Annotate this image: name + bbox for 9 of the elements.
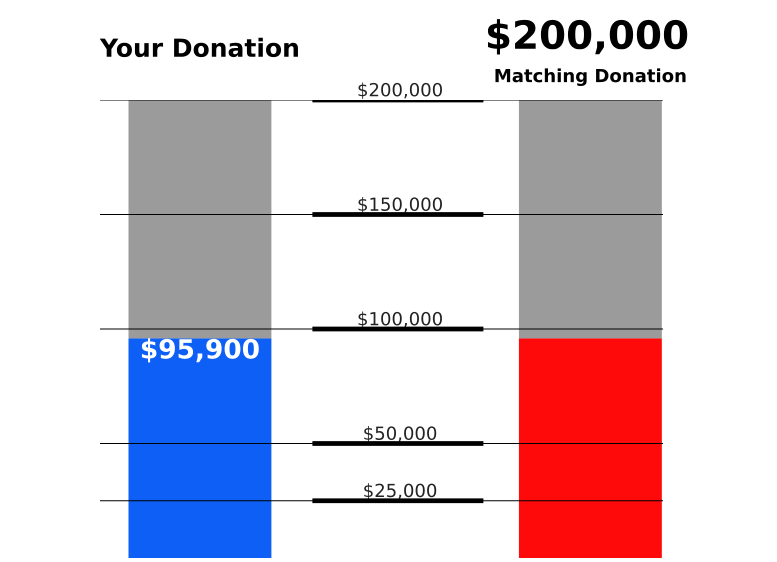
x-tick-label: Your Donation bbox=[100, 38, 298, 58]
y-tick-label: $100,000 bbox=[358, 312, 442, 328]
y-tick-label: $25,000 bbox=[364, 483, 436, 500]
text: $200,000 bbox=[488, 19, 688, 54]
data-label: $95,900 bbox=[142, 338, 259, 362]
x-tick-label: Matching Donation bbox=[495, 68, 686, 86]
y-tick-label: $150,000 bbox=[358, 197, 442, 214]
y-tick-label: $200,000 bbox=[358, 82, 442, 99]
y-tick-label: $50,000 bbox=[364, 426, 436, 442]
